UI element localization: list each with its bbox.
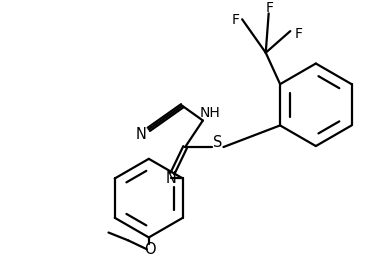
Text: O: O [144,242,156,257]
Text: F: F [266,2,274,15]
Text: N: N [135,127,146,142]
Text: S: S [213,135,222,150]
Text: F: F [231,13,239,27]
Text: F: F [294,27,302,41]
Text: NH: NH [199,106,220,120]
Text: N: N [166,171,177,186]
